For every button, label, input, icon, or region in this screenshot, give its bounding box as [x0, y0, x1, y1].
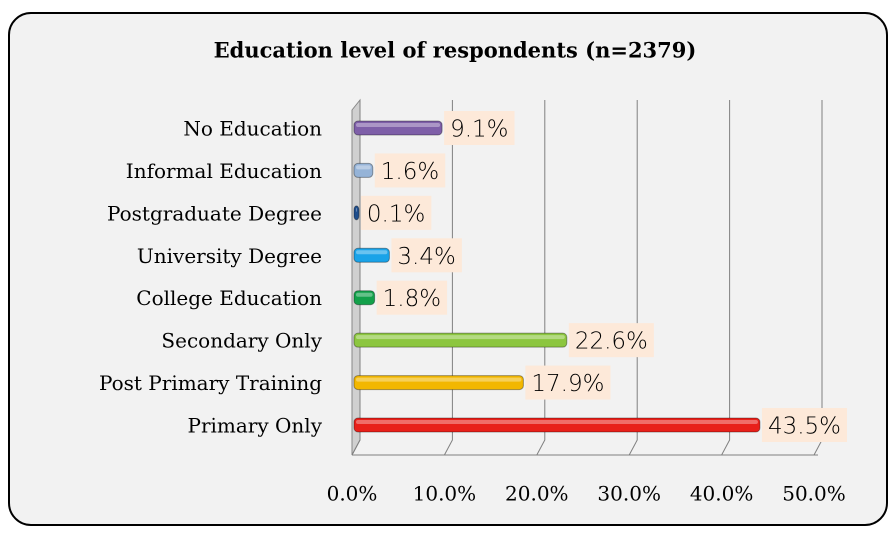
axis-wall: [351, 98, 361, 456]
bar-highlight: [356, 292, 373, 297]
value-label: 22.6%: [575, 329, 648, 355]
y-tick-label: Primary Only: [188, 414, 323, 438]
value-label-bg: [761, 408, 848, 442]
x-tick-label: 10.0%: [413, 482, 477, 506]
bar-highlight: [356, 377, 522, 382]
value-label-bg: [444, 111, 515, 145]
y-tick-label: Postgraduate Degree: [107, 201, 322, 225]
grid-line: [628, 100, 638, 456]
bar: [353, 417, 761, 433]
grid-line: [721, 100, 731, 456]
grid-line: [351, 100, 361, 456]
bar: [353, 375, 524, 391]
value-label-bg: [374, 153, 446, 188]
bar: [353, 290, 376, 306]
bar-highlight: [356, 250, 388, 255]
bar-highlight: [356, 165, 371, 170]
value-label-bg: [525, 365, 611, 400]
bar: [353, 162, 374, 178]
y-tick-label: College Education: [136, 286, 322, 310]
bar-highlight: [356, 420, 758, 424]
grid-line: [443, 100, 453, 456]
x-tick-label: 40.0%: [690, 482, 754, 506]
bar-highlight: [356, 335, 565, 340]
value-label: 43.5%: [768, 414, 841, 440]
bar: [353, 205, 360, 221]
value-label: 9.1%: [450, 117, 508, 143]
grid-line: [536, 100, 546, 456]
bar: [353, 120, 443, 136]
value-label: 0.1%: [367, 201, 425, 227]
value-label: 3.4%: [397, 244, 455, 270]
value-label-bg: [376, 280, 448, 315]
y-tick-label: University Degree: [137, 244, 322, 268]
value-label: 1.8%: [383, 286, 441, 312]
y-tick-label: Informal Education: [126, 159, 322, 183]
value-label: 1.6%: [381, 159, 439, 185]
value-label-bg: [568, 323, 654, 358]
x-tick-label: 30.0%: [597, 482, 661, 506]
x-tick-label: 20.0%: [505, 482, 569, 506]
x-tick-label: 0.0%: [327, 482, 378, 506]
chart-title: Education level of respondents (n=2379): [214, 38, 697, 63]
bar-highlight: [356, 207, 357, 212]
bar-highlight: [356, 123, 441, 127]
y-tick-label: No Education: [183, 117, 322, 141]
value-label-bg: [391, 238, 462, 273]
value-label-bg: [360, 195, 432, 230]
bar: [353, 332, 568, 348]
y-tick-label: Secondary Only: [161, 329, 322, 353]
x-tick-label: 50.0%: [782, 482, 846, 506]
value-label: 17.9%: [531, 371, 604, 397]
bar: [353, 247, 390, 263]
y-tick-label: Post Primary Training: [99, 371, 322, 395]
